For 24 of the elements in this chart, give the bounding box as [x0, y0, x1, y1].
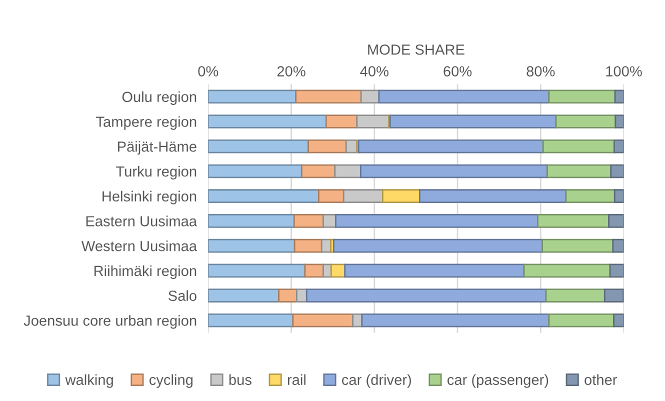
legend-label: rail — [288, 374, 306, 385]
y-tick-label: Päijät-Häme — [118, 141, 196, 155]
x-axis-title: MODE SHARE — [368, 44, 464, 55]
y-tick-label: Helsinki region — [102, 190, 196, 204]
x-tick-label: 40% — [360, 66, 388, 76]
y-tick-label: Western Uusimaa — [81, 240, 198, 252]
y-tick-label: Tampere region — [96, 116, 196, 130]
x-tick-label: 20% — [277, 66, 306, 76]
x-tick-label: 100% — [606, 66, 642, 76]
legend-label: walking — [65, 374, 113, 388]
y-tick-label: Turku region — [116, 166, 196, 180]
legend-label: car (driver) — [342, 374, 411, 388]
x-tick-label: 0% — [198, 66, 218, 76]
legend-label: car (passenger) — [448, 374, 548, 388]
y-tick-label: Joensuu core urban region — [24, 315, 196, 329]
x-tick-label: 80% — [526, 66, 555, 76]
y-tick-label: Oulu region — [122, 91, 196, 105]
y-tick-label: Salo — [168, 290, 196, 301]
legend-label: other — [584, 374, 618, 385]
y-tick-label: Riihimäki region — [94, 265, 196, 279]
legend-label: cycling — [150, 374, 193, 388]
y-tick-label: Eastern Uusimaa — [86, 216, 198, 226]
legend-label: bus — [229, 374, 252, 385]
x-tick-label: 60% — [444, 66, 472, 76]
